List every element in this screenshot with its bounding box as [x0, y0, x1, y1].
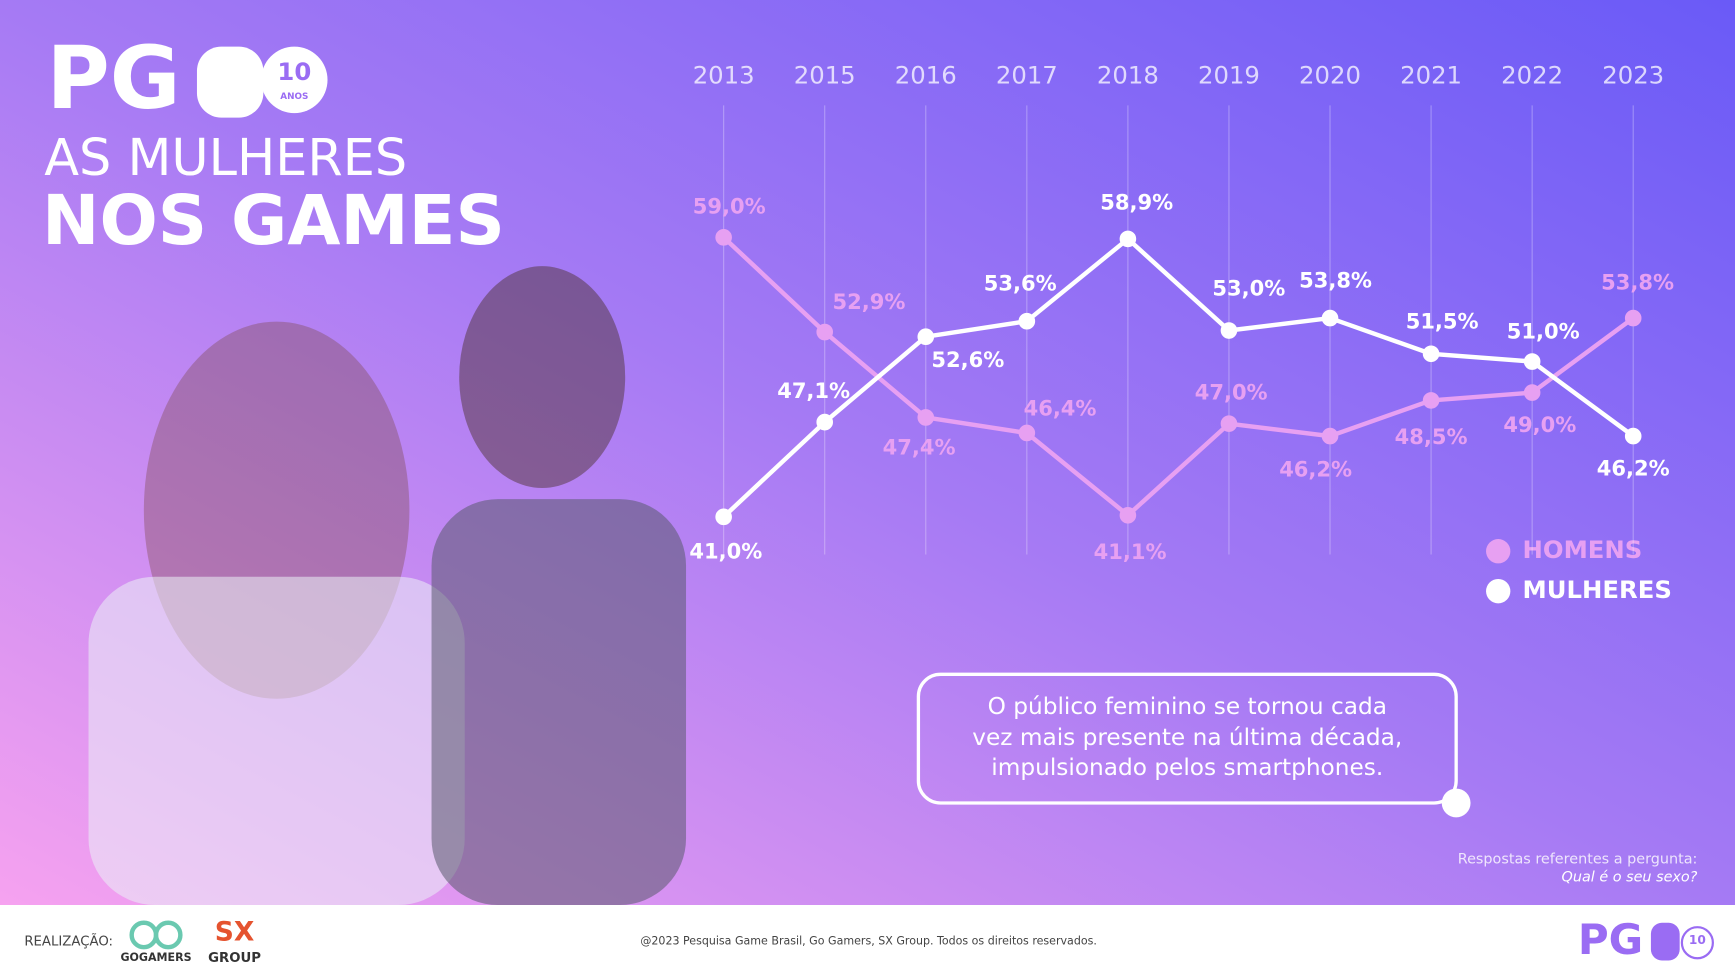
callout-box [916, 672, 1458, 805]
data-label: 49,0% [1503, 412, 1576, 437]
x-tick-label: 2015 [794, 61, 856, 90]
data-label: 41,1% [1094, 539, 1167, 564]
footer-badge-number: 10 [1689, 933, 1706, 947]
data-label: 46,4% [1024, 396, 1097, 421]
logo: PG [46, 29, 180, 129]
badge [261, 46, 328, 114]
footer-label: REALIZAÇÃO: [24, 933, 113, 950]
x-tick-label: 2013 [693, 61, 755, 90]
x-tick-label: 2018 [1097, 61, 1159, 90]
series-line [722, 235, 1635, 519]
callout-text: vez mais presente na última década, [972, 724, 1402, 751]
data-point [816, 323, 834, 341]
logo-icon [196, 46, 264, 118]
x-tick-label: 2020 [1299, 61, 1361, 90]
legend-swatch [1486, 578, 1511, 604]
data-label: 47,0% [1195, 380, 1268, 405]
data-label: 52,9% [833, 289, 906, 314]
data-point [1624, 309, 1642, 327]
callout-text: impulsionado pelos smartphones. [991, 754, 1383, 781]
data-label: 59,0% [693, 193, 766, 218]
partner-name: SX [215, 916, 255, 947]
legend-label: MULHERES [1523, 575, 1672, 604]
x-tick-label: 2021 [1400, 61, 1462, 90]
data-label: 58,9% [1100, 189, 1173, 214]
data-point [715, 229, 732, 246]
note: Respostas referentes a pergunta: [1458, 852, 1698, 868]
partner-logo [153, 920, 183, 950]
data-point [1624, 427, 1642, 445]
partner-name: GOGAMERS [120, 951, 191, 964]
data-label: 48,5% [1395, 424, 1468, 449]
copyright: @2023 Pesquisa Game Brasil, Go Gamers, S… [640, 935, 1097, 948]
footer-logo: PG [1578, 915, 1643, 964]
data-label: 46,2% [1279, 456, 1352, 481]
badge-sub: ANOS [280, 92, 308, 102]
line-chart: 2013 2015 2016 2017 2018 2019 2020 2021 2022 2023… [689, 61, 1674, 564]
callout-dot [1441, 788, 1471, 818]
legend-swatch [1486, 539, 1511, 564]
data-point [1422, 392, 1440, 409]
photo-figure [459, 266, 626, 488]
data-point [1321, 309, 1339, 327]
data-point [1422, 345, 1440, 363]
data-point [917, 328, 935, 346]
data-point [917, 409, 935, 426]
data-point [1018, 424, 1036, 442]
title-line1: AS MULHERES [44, 129, 407, 188]
data-label: 51,5% [1406, 309, 1479, 334]
x-tick-label: 2022 [1501, 61, 1563, 90]
note-question: Qual é o seu sexo? [1562, 869, 1698, 885]
series-line [722, 235, 1635, 519]
data-label: 52,6% [931, 347, 1004, 372]
footer [0, 905, 1735, 976]
data-point [816, 413, 834, 431]
title-line2: NOS GAMES [42, 181, 505, 261]
partner-name: GROUP [208, 951, 261, 966]
data-point [1220, 322, 1238, 339]
data-label: 47,1% [777, 378, 850, 403]
data-label: 53,8% [1601, 270, 1674, 295]
photo-figure [88, 576, 465, 906]
data-point [715, 508, 732, 526]
x-tick-label: 2023 [1602, 61, 1664, 90]
x-tick-label: 2016 [895, 61, 957, 90]
x-tick-label: 2019 [1198, 61, 1260, 90]
data-label: 53,6% [984, 271, 1057, 296]
data-point [1220, 415, 1238, 432]
data-point [1523, 384, 1541, 401]
footer-logo-icon [1650, 922, 1680, 961]
data-label: 53,0% [1212, 275, 1285, 300]
data-point [1321, 427, 1339, 445]
data-point [1018, 312, 1036, 330]
badge-number: 10 [277, 57, 311, 86]
data-label: 51,0% [1507, 319, 1580, 344]
legend-label: HOMENS [1523, 535, 1643, 564]
data-point [1523, 353, 1541, 370]
data-label: 53,8% [1299, 267, 1372, 292]
data-label: 47,4% [883, 435, 956, 460]
data-point [1119, 506, 1137, 524]
photo-figure [431, 499, 687, 906]
data-label: 41,0% [689, 538, 762, 563]
x-tick-label: 2017 [996, 61, 1058, 90]
callout-text: O público feminino se tornou cada [988, 693, 1387, 720]
footer-badge [1680, 926, 1714, 960]
data-label: 46,2% [1597, 455, 1670, 480]
data-point [1119, 230, 1137, 248]
